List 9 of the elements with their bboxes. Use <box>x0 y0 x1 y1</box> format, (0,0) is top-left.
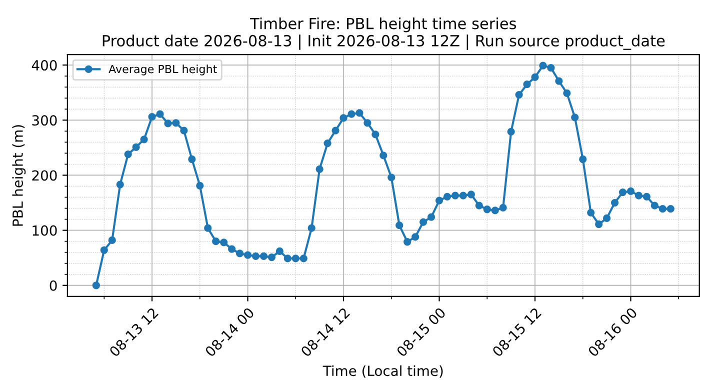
y-tick-label: 200 <box>32 170 57 181</box>
y-tick-label: 400 <box>32 60 57 71</box>
y-tick-label: 100 <box>32 225 57 236</box>
x-axis-title: Time (Local time) <box>322 365 443 378</box>
legend-label: Average PBL height <box>108 64 217 76</box>
y-tick-label: 0 <box>50 280 57 291</box>
chart-title: Timber Fire: PBL height time series Product date 2026-08-13 | Init 2026-08-13 12Z | Run source product_date <box>102 17 665 50</box>
y-axis-title: PBL height (m) <box>12 125 26 226</box>
y-tick-label: 300 <box>32 115 57 126</box>
